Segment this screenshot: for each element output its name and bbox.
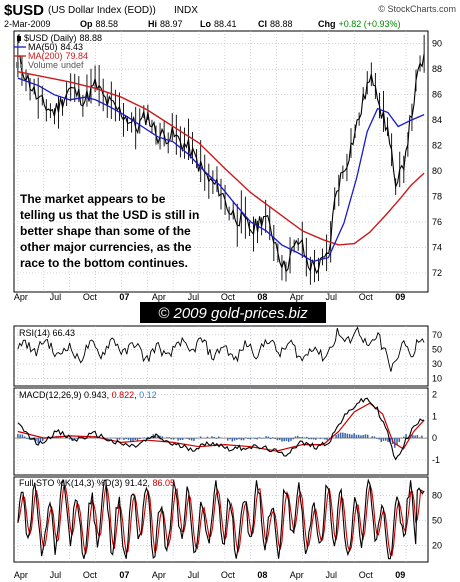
ma200-line [17, 71, 425, 246]
legend-volume: Volume undef [28, 60, 84, 70]
y-tick-label: 72 [432, 268, 442, 278]
x-tick-label: Jul [50, 570, 62, 580]
x-tick-label: Oct [359, 292, 374, 302]
date-label: 2-Mar-2009 [4, 19, 51, 29]
x-tick-label: 08 [257, 292, 267, 302]
quote-open: Op 88.58 [80, 19, 118, 29]
x-tick-label: Oct [83, 292, 98, 302]
x-tick-label: Apr [14, 292, 28, 302]
candlestick-icon [17, 34, 21, 43]
main-legend: $USD (Daily) 88.88 MA(50) 84.43 MA(200) 79.… [14, 33, 102, 70]
legend-price: $USD (Daily) 88.88 [24, 33, 102, 43]
annotation-line-4: other major currencies, as the [20, 240, 192, 254]
credit-label: © StockCharts.com [378, 4, 456, 14]
macd-title: MACD(12,26,9) 0.943, 0.822, 0.12 [19, 390, 157, 400]
y-tick-label: 86 [432, 90, 442, 100]
x-tick-label: Oct [221, 570, 236, 580]
quote-high: Hi 88.97 [148, 19, 183, 29]
y-tick-label: 84 [432, 115, 442, 125]
x-tick-label: Jul [326, 570, 338, 580]
x-tick-label: Jul [50, 292, 62, 302]
sto-k-line [17, 478, 425, 560]
y-tick-label: 1 [432, 411, 437, 421]
x-tick-label: 09 [395, 292, 405, 302]
symbol-title: $USD [4, 2, 44, 19]
macd-line [17, 397, 425, 461]
x-tick-label: Apr [290, 570, 304, 580]
x-tick-label: Oct [359, 570, 374, 580]
x-tick-label: Jul [326, 292, 338, 302]
legend-ma50: MA(50) 84.43 [28, 42, 83, 52]
exchange-label: INDX [174, 5, 198, 16]
annotation-line-1: The market appears to be [20, 192, 166, 206]
y-tick-label: 2 [432, 390, 437, 400]
x-tick-label: 08 [257, 570, 267, 580]
rsi-title: RSI(14) 66.43 [19, 328, 75, 338]
y-tick-label: 76 [432, 217, 442, 227]
y-tick-label: 80 [432, 490, 442, 500]
watermark-box [140, 302, 326, 323]
y-tick-label: 10 [432, 374, 442, 384]
commentary-annotation: The market appears to be telling us that… [20, 192, 199, 270]
x-tick-label: Apr [152, 292, 166, 302]
x-tick-label: Apr [14, 570, 28, 580]
x-tick-label: 07 [119, 570, 129, 580]
y-tick-label: 30 [432, 359, 442, 369]
quote-close: Cl 88.88 [258, 19, 293, 29]
watermark-text: © 2009 gold-prices.biz [158, 305, 308, 322]
annotation-line-5: race to the bottom continues. [20, 256, 188, 270]
legend-ma200: MA(200) 79.84 [28, 51, 88, 61]
x-tick-label: Oct [221, 292, 236, 302]
rsi-line [17, 326, 425, 372]
y-tick-label: 90 [432, 39, 442, 49]
y-tick-label: 88 [432, 64, 442, 74]
y-tick-label: -1 [432, 455, 440, 465]
x-tick-label: Apr [290, 292, 304, 302]
y-tick-label: 50 [432, 515, 442, 525]
ma50-line [17, 77, 425, 263]
annotation-line-3: better shape than some of the [20, 224, 191, 238]
x-tick-label: Jul [188, 292, 200, 302]
x-tick-label: Jul [188, 570, 200, 580]
rsi-panel [13, 325, 429, 387]
y-tick-label: 82 [432, 141, 442, 151]
quote-low: Lo 88.41 [200, 19, 237, 29]
price-panel [13, 30, 429, 293]
y-tick-label: 74 [432, 242, 442, 252]
macd-panel [13, 387, 429, 476]
y-tick-label: 50 [432, 344, 442, 354]
x-tick-label: 07 [119, 292, 129, 302]
index-name: (US Dollar Index (EOD)) [48, 5, 156, 16]
x-tick-label: Oct [83, 570, 98, 580]
y-tick-label: 80 [432, 166, 442, 176]
x-tick-label: Apr [152, 570, 166, 580]
y-tick-label: 0 [432, 433, 437, 443]
sto-title: Full STO %K(14,3) %D(3) 91.42, 86.05 [19, 478, 175, 488]
y-tick-label: 70 [432, 330, 442, 340]
y-tick-label: 20 [432, 540, 442, 550]
legend-volume-swatch [16, 62, 19, 68]
annotation-line-2: telling us that the USD is still in [20, 208, 199, 222]
x-tick-label: 09 [395, 570, 405, 580]
y-tick-label: 78 [432, 192, 442, 202]
quote-change: Chg +0.82 (+0.93%) [318, 19, 401, 29]
